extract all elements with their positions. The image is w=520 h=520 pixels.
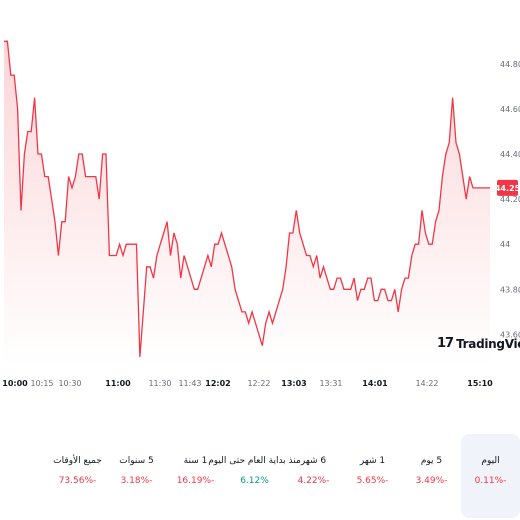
range-label: 1 شهر [359,456,386,466]
x-tick-label: 12:22 [247,379,270,388]
x-tick-label: 15:10 [467,379,493,388]
range-label: اليوم [481,456,500,466]
x-tick-label: 10:00 [2,379,28,388]
price-line [4,40,490,358]
range-label: جميع الأوقات [53,456,102,466]
y-tick-label: 44.40 [500,150,520,159]
range-label: 5 يوم [420,456,443,466]
x-tick-label: 14:22 [415,379,438,388]
x-tick-label: 11:30 [148,379,171,388]
range-option[interactable]: اليوم 0.11%- [461,434,520,518]
range-selector: اليوم 0.11%- 5 يوم 3.49%- 1 شهر 5.65%- 6 شهر 4.… [6,434,520,518]
logo-text: TradingView [456,336,520,351]
range-label: 5 سنوات [119,456,154,466]
x-tick-label: 14:01 [362,379,388,388]
range-option[interactable]: جميع الأوقات 73.56%- [48,434,107,518]
x-tick-label: 11:43 [178,379,201,388]
x-axis: 10:00 10:15 10:30 11:00 11:30 11:43 12:02 12:22… [2,379,493,388]
range-change-value: 6.12% [240,476,269,486]
range-change-value: 5.65%- [356,476,389,486]
y-tick-label: 44.80 [500,60,520,69]
y-tick-label: 44.60 [500,105,520,114]
range-label: 1 سنة [183,456,208,466]
range-option[interactable]: 1 سنة 16.19%- [166,434,225,518]
range-label: 6 شهر [300,456,327,466]
range-label: منذ بداية العام حتى اليوم [208,456,301,466]
range-option[interactable]: 6 شهر 4.22%- [284,434,343,518]
y-tick-label: 43.80 [500,285,520,294]
x-tick-label: 10:30 [58,379,81,388]
range-change-value: 16.19%- [176,476,215,486]
last-price-label: 44.25 [495,184,520,193]
last-price-tag: 44.25 [495,179,520,196]
price-area [4,41,490,367]
range-option[interactable]: 5 سنوات 3.18%- [107,434,166,518]
range-change-value: 0.11%- [474,476,507,486]
x-tick-label: 13:03 [281,379,306,388]
x-tick-label: 13:31 [319,379,342,388]
range-option[interactable]: 5 يوم 3.49%- [402,434,461,518]
price-chart[interactable]: 43.6043.804444.2044.4044.6044.80 10:0010… [0,0,520,400]
x-tick-label: 11:00 [105,379,131,388]
tradingview-logo[interactable]: 17 TradingView [437,336,520,351]
range-change-value: 3.18%- [120,476,153,486]
x-tick-label: 10:15 [30,379,53,388]
range-change-value: 73.56%- [58,476,97,486]
y-tick-label: 44 [500,240,510,249]
range-change-value: 4.22%- [297,476,330,486]
x-tick-label: 12:02 [205,379,230,388]
tradingview-mark-icon: 17 [437,336,454,351]
range-option[interactable]: 1 شهر 5.65%- [343,434,402,518]
y-tick-label: 44.20 [500,195,520,204]
range-change-value: 3.49%- [415,476,448,486]
range-option[interactable]: منذ بداية العام حتى اليوم 6.12% [208,434,301,518]
y-tick-label: 43.60 [500,330,520,339]
y-axis: 43.60 43.80 44 44.20 44.40 44.60 44.80 [500,60,520,340]
